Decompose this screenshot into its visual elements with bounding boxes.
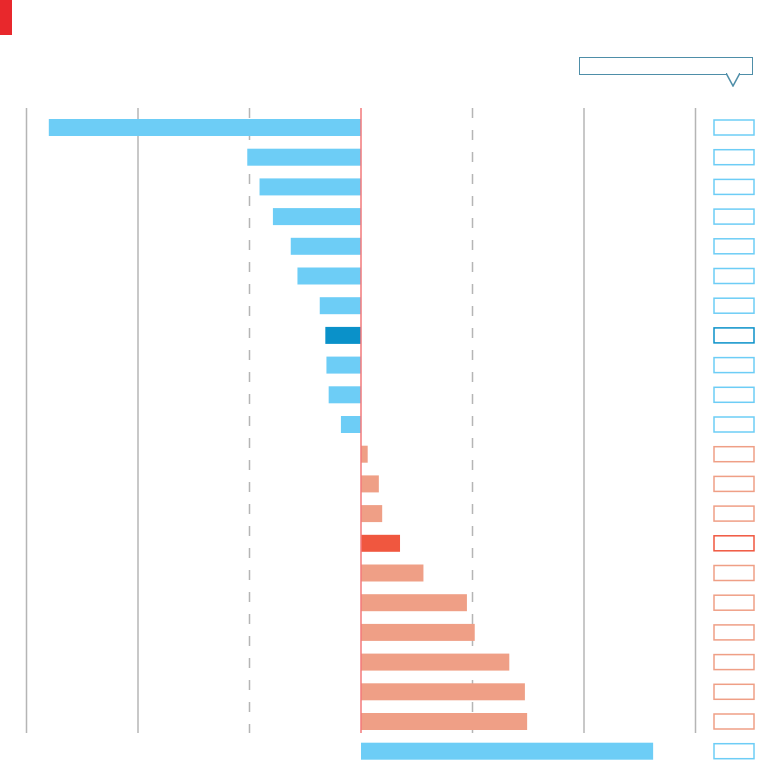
legend-swatch-7 [713, 327, 755, 344]
legend-swatch-15 [713, 564, 755, 582]
legend-swatch-11 [713, 445, 755, 463]
bar-1 [247, 148, 361, 166]
bar-6 [319, 297, 361, 315]
bar-3 [272, 208, 361, 226]
legend-swatch-20 [713, 713, 755, 730]
bar-21 [361, 742, 654, 760]
bar-17 [361, 623, 475, 641]
bar-12 [361, 475, 379, 493]
legend-swatch-18 [713, 653, 755, 671]
legend-swatch-17 [713, 624, 755, 641]
dropdown-chevron-icon[interactable] [726, 73, 740, 87]
bar-13 [361, 505, 383, 523]
legend-swatch-4 [713, 238, 755, 255]
legend-swatch-19 [713, 683, 755, 701]
bar-11 [361, 445, 368, 463]
bar-19 [361, 683, 525, 701]
bar-20 [361, 713, 528, 730]
bar-5 [297, 267, 361, 285]
legend-swatch-1 [713, 148, 755, 166]
legend-swatch-3 [713, 208, 755, 225]
legend-swatch-16 [713, 594, 755, 611]
brand-mark [0, 0, 12, 35]
legend-swatch-12 [713, 475, 755, 493]
bar-16 [361, 594, 467, 612]
legend-swatch-6 [713, 297, 755, 314]
bar-15 [361, 564, 424, 582]
bar-9 [328, 386, 361, 404]
legend-swatch-13 [713, 505, 755, 522]
bar-7 [325, 326, 361, 344]
legend-swatch-5 [713, 267, 755, 285]
bar-4 [290, 237, 361, 255]
bar-0 [48, 119, 362, 136]
bar-14 [361, 534, 401, 552]
country-dropdown[interactable] [579, 57, 753, 75]
legend-swatch-8 [713, 356, 755, 374]
bar-18 [361, 653, 510, 671]
legend-swatch-2 [713, 178, 755, 196]
legend-swatch-21 [713, 742, 755, 760]
legend-swatch-9 [713, 386, 755, 404]
legend-swatch-14 [713, 535, 755, 552]
bar-8 [326, 356, 361, 374]
legend-swatch-0 [713, 119, 755, 136]
legend-swatch-10 [713, 416, 755, 433]
bar-10 [340, 416, 361, 433]
bar-2 [259, 178, 361, 196]
